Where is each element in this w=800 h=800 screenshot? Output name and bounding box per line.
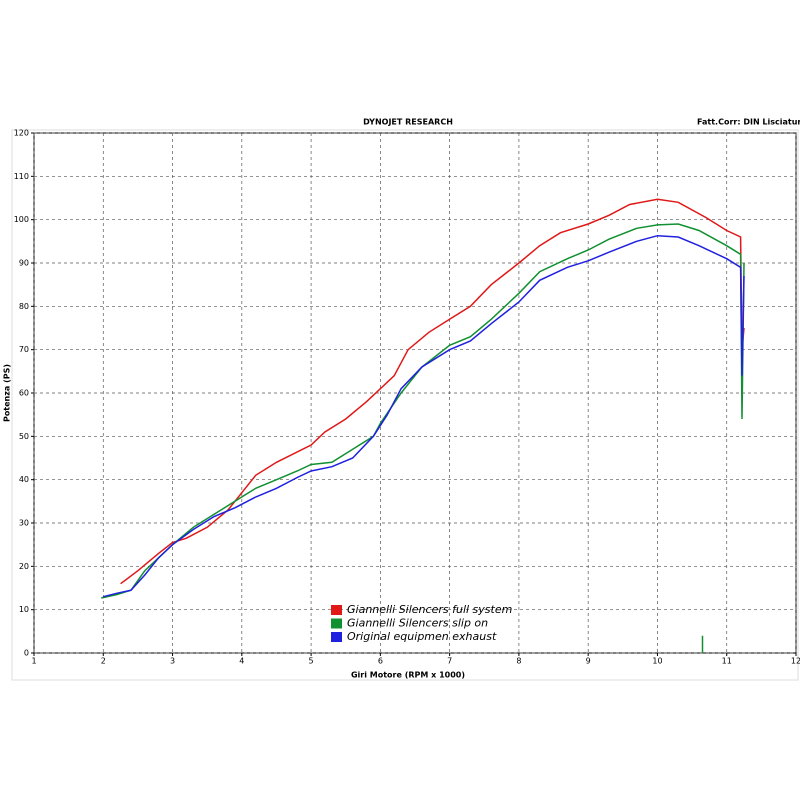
legend-label: Giannelli Silencers slip on <box>347 617 488 630</box>
x-tick-label: 4 <box>239 657 244 666</box>
y-tick-label: 120 <box>14 129 29 138</box>
y-tick-label: 40 <box>19 475 29 484</box>
series-line <box>103 234 745 598</box>
x-tick-label: 3 <box>170 657 175 666</box>
x-tick-label: 5 <box>309 657 314 666</box>
series-line <box>120 198 745 585</box>
legend-swatch <box>331 632 342 642</box>
y-axis-label: Potenza (PS) <box>3 364 12 422</box>
y-tick-label: 10 <box>19 605 29 614</box>
x-tick-label: 9 <box>586 657 591 666</box>
x-tick-label: 12 <box>791 657 800 666</box>
chart-title: DYNOJET RESEARCH <box>363 118 453 127</box>
y-tick-label: 50 <box>19 432 29 441</box>
chart-subtitle: Fatt.Corr: DIN Lisciatura <box>697 118 800 127</box>
y-tick-label: 100 <box>14 215 29 224</box>
y-tick-label: 0 <box>24 649 29 658</box>
y-tick-label: 80 <box>19 302 29 311</box>
y-tick-label: 30 <box>19 519 29 528</box>
series-line <box>101 223 745 653</box>
x-tick-label: 7 <box>447 657 452 666</box>
legend-label: Original equipmen exhaust <box>347 630 497 643</box>
x-tick-label: 8 <box>516 657 521 666</box>
x-tick-label: 6 <box>378 657 383 666</box>
y-tick-label: 20 <box>19 562 29 571</box>
x-tick-label: 10 <box>652 657 662 666</box>
legend-swatch <box>331 618 342 629</box>
y-tick-label: 110 <box>14 172 29 181</box>
x-tick-label: 11 <box>722 657 732 666</box>
x-tick-label: 1 <box>31 657 36 666</box>
x-axis-label: Giri Motore (RPM x 1000) <box>351 671 465 680</box>
x-tick-label: 2 <box>101 657 106 666</box>
legend-label: Giannelli Silencers full system <box>347 603 512 616</box>
y-tick-label: 70 <box>19 345 29 354</box>
legend-swatch <box>331 605 342 615</box>
frame <box>11 129 799 681</box>
y-tick-label: 90 <box>19 259 29 268</box>
y-tick-label: 60 <box>19 389 29 398</box>
